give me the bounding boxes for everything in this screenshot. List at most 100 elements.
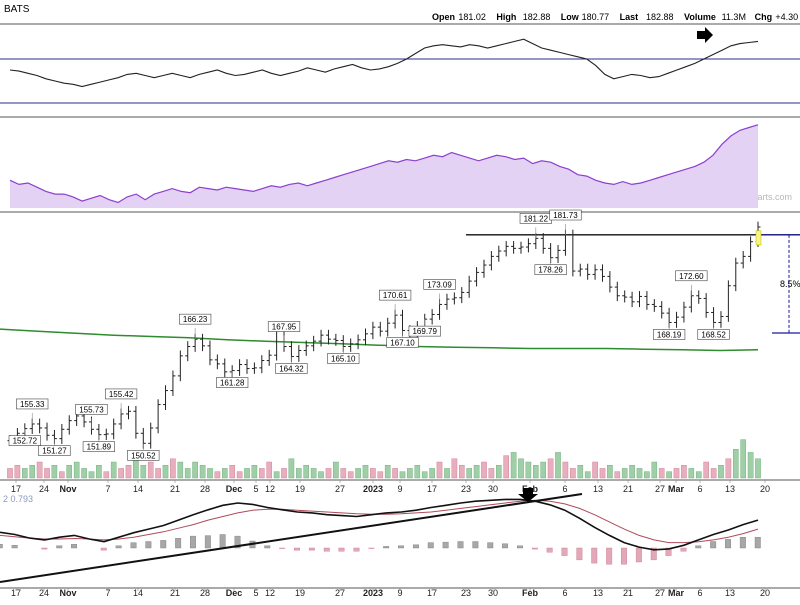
volume-bar [621,468,628,479]
price-label-text: 167.95 [272,323,297,332]
quote-label: Chg [755,12,773,22]
price-label: 151.27 [38,438,71,456]
price-label-box [104,388,138,400]
price-label-text: 170.61 [383,291,408,300]
volume-bar [273,471,280,479]
volume-bar [110,461,117,479]
volume-bar [755,458,761,479]
rsi-line [9,38,759,88]
macd-histogram-bar [398,545,404,549]
volume-bar [555,452,561,479]
volume-bar [725,458,732,479]
macd-histogram-bar [502,543,508,549]
symbol-label: BATS [4,4,30,15]
volume-bar [236,471,243,479]
price-label: 161.28 [216,370,249,388]
x-tick-label: 17 [427,484,437,494]
volume-bar [592,461,598,479]
price-label-box [697,329,730,340]
price-label-box [675,270,708,282]
quote-label: Volume [684,12,716,22]
macd-histogram-bar [323,547,330,552]
price-label-box [75,403,108,415]
volume-bar [177,461,184,479]
volume-bar [214,471,221,479]
volume-bar [444,468,450,479]
price-label: 155.42 [104,388,138,414]
x-tick-label: 24 [39,588,49,598]
price-label: 166.23 [179,313,212,340]
volume-bar [629,465,635,479]
quote-readout: Open 181.02 High 182.88 Low 180.77 Last 182.88 V… [432,12,800,22]
volume-bar [51,465,58,479]
x-tick-label: 20 [760,484,770,494]
macd-histogram-bar [383,546,390,549]
volume-bar [81,468,87,479]
volume-bar [710,468,717,479]
macd-panel: 2 0.793 [0,488,761,583]
price-label-text: 178.26 [538,266,563,275]
volume-bar [733,449,739,479]
price-label-text: 169.79 [412,327,437,336]
x-tick-label: Feb [522,588,539,598]
volume-bar [355,468,361,479]
moving-average-line [0,328,759,352]
x-tick-label: 5 [253,588,258,598]
x-tick-label: 28 [200,588,210,598]
macd-histogram-bar [413,544,419,549]
x-tick-label: 27 [335,588,345,598]
x-tick-label: 24 [39,484,49,494]
volume-bar [170,458,176,479]
volume-bar [703,461,709,479]
price-label-text: 168.52 [701,330,726,339]
volume-bar [347,471,354,479]
price-panel: 155.33 152.72 151.27 155.73 151.89 155.42 150.… [0,209,800,479]
price-label-text: 151.89 [87,443,112,452]
macd-histogram-bar [264,545,271,549]
volume-bar [503,455,510,479]
x-tick-label: 23 [461,588,471,598]
volume-bar [407,468,413,479]
volume-bar [296,468,302,479]
volume-bar [155,468,161,479]
quote-header: BATS Open 181.02 High 182.88 Low 180.77 Last 18… [4,4,800,22]
volume-bar [207,468,213,479]
volume-bar [362,465,369,479]
x-tick-label: 12 [265,588,275,598]
x-tick-label: 6 [562,588,567,598]
macd-histogram-bar [175,538,182,549]
x-tick-label: 19 [295,484,305,494]
volume-bar [184,468,191,479]
quote-value: 181.02 [458,12,486,22]
x-tick-label: Nov [59,484,76,494]
volume-bar [577,465,584,479]
x-tick-label: 30 [488,484,498,494]
x-tick-label: 27 [655,588,665,598]
quote-value: 182.88 [523,12,551,22]
price-label-text: 165.10 [331,355,356,364]
volume-bar [384,465,391,479]
macd-histogram-bar [695,545,702,549]
price-label: 167.10 [386,330,419,348]
volume-bar [118,468,124,479]
price-label: 178.26 [534,257,567,276]
volume-bar [7,468,13,479]
price-label-text: 152.72 [13,437,38,446]
volume-bar [96,465,102,479]
price-label-box [38,445,71,456]
volume-bar [340,468,347,479]
price-label: 172.60 [675,270,708,296]
price-label: 181.73 [549,209,582,236]
x-tick-label: 7 [105,484,110,494]
macd-histogram-bar [754,537,761,549]
price-label-box [216,377,249,388]
volume-bar [658,468,665,479]
price-label-text: 155.42 [109,390,134,399]
macd-histogram-bar [472,541,479,549]
macd-histogram-bar [710,541,717,549]
last-bar-highlight [755,230,762,246]
price-label-text: 155.33 [20,400,45,409]
volume-bar [525,461,532,479]
volume-bar [66,465,72,479]
